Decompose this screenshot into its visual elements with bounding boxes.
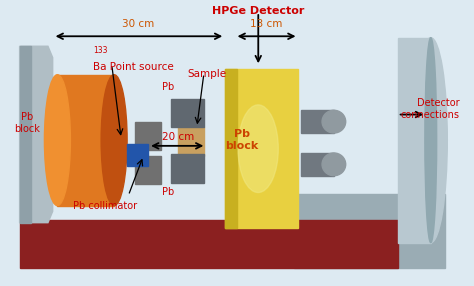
Bar bbox=[225, 69, 237, 229]
Text: Sample: Sample bbox=[187, 69, 227, 79]
Text: Detector
connections: Detector connections bbox=[400, 98, 459, 120]
Ellipse shape bbox=[45, 75, 71, 206]
Ellipse shape bbox=[425, 38, 437, 243]
Text: 30 cm: 30 cm bbox=[122, 19, 154, 29]
Bar bbox=[225, 69, 299, 229]
Text: Pb: Pb bbox=[163, 187, 174, 197]
Text: Pb
block: Pb block bbox=[225, 129, 258, 151]
Bar bbox=[171, 154, 204, 183]
Bar bbox=[301, 153, 334, 176]
Ellipse shape bbox=[322, 153, 346, 176]
Text: 20 cm: 20 cm bbox=[162, 132, 194, 142]
Text: HPGe Detector: HPGe Detector bbox=[212, 6, 304, 16]
Text: 133: 133 bbox=[93, 46, 107, 55]
Bar bbox=[171, 99, 204, 127]
Bar bbox=[294, 194, 445, 268]
Bar bbox=[301, 110, 334, 133]
Polygon shape bbox=[19, 46, 53, 223]
Ellipse shape bbox=[414, 38, 447, 243]
Bar bbox=[136, 156, 161, 184]
Ellipse shape bbox=[238, 105, 278, 192]
Bar bbox=[19, 220, 398, 268]
Bar bbox=[398, 38, 431, 243]
Ellipse shape bbox=[322, 110, 346, 133]
Bar bbox=[57, 75, 114, 206]
Bar bbox=[127, 144, 148, 166]
Bar bbox=[136, 122, 161, 150]
Text: 13 cm: 13 cm bbox=[250, 19, 283, 29]
Bar bbox=[19, 46, 31, 223]
Text: Pb
block: Pb block bbox=[14, 112, 40, 134]
Text: Ba Point source: Ba Point source bbox=[93, 62, 173, 72]
Text: Pb: Pb bbox=[163, 82, 174, 92]
Bar bbox=[178, 127, 204, 156]
Text: Pb collimator: Pb collimator bbox=[73, 201, 137, 211]
Ellipse shape bbox=[101, 75, 127, 206]
